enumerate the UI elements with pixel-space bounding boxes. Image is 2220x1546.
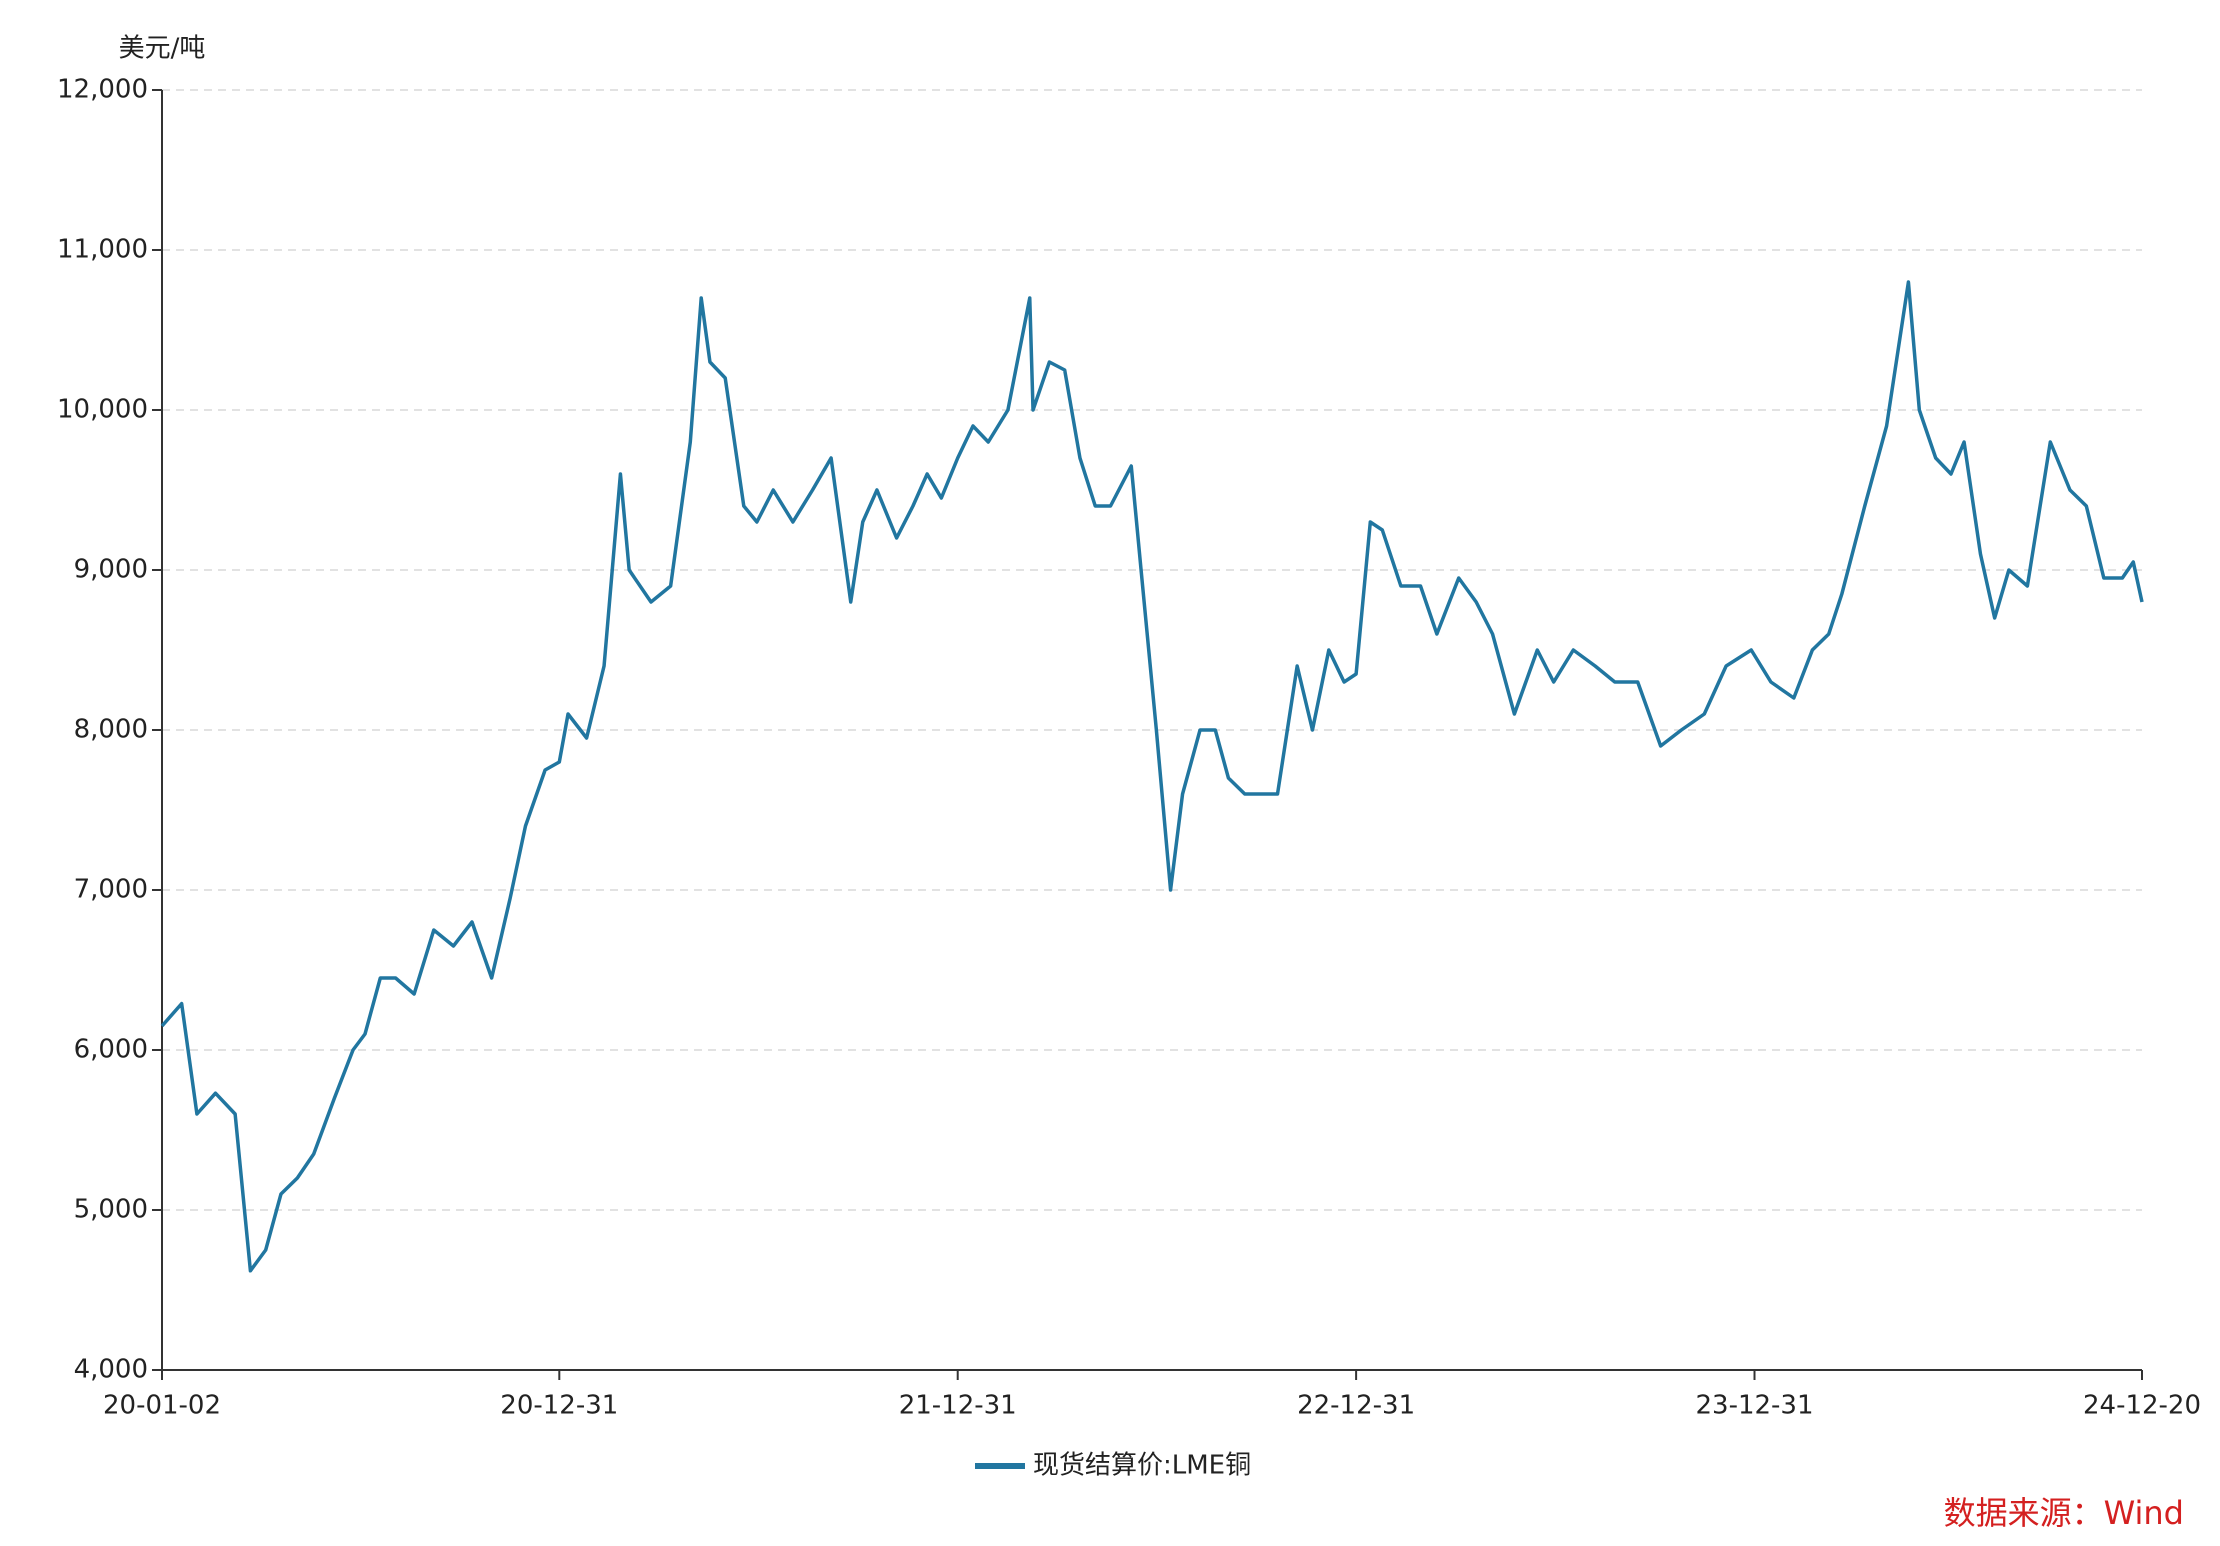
x-tick-label: 22-12-31 bbox=[1297, 1391, 1415, 1421]
y-tick-label: 11,000 bbox=[57, 235, 148, 265]
y-tick-label: 9,000 bbox=[74, 555, 148, 585]
y-tick-label: 7,000 bbox=[74, 875, 148, 905]
y-tick-label: 8,000 bbox=[74, 715, 148, 745]
y-tick-label: 12,000 bbox=[57, 75, 148, 105]
y-tick-label: 5,000 bbox=[74, 1195, 148, 1225]
x-tick-label: 21-12-31 bbox=[899, 1391, 1017, 1421]
x-tick-label: 20-12-31 bbox=[500, 1391, 618, 1421]
x-tick-label: 23-12-31 bbox=[1696, 1391, 1814, 1421]
y-tick-label: 4,000 bbox=[74, 1355, 148, 1385]
y-tick-label: 10,000 bbox=[57, 395, 148, 425]
y-tick-label: 6,000 bbox=[74, 1035, 148, 1065]
series-line bbox=[160, 280, 2144, 1273]
x-tick-label: 20-01-02 bbox=[103, 1391, 221, 1421]
legend-label: 现货结算价:LME铜 bbox=[1033, 1451, 1251, 1481]
source: 数据来源：Wind bbox=[1944, 1494, 2184, 1532]
x-tick-label: 24-12-20 bbox=[2083, 1391, 2201, 1421]
y-unit: 美元/吨 bbox=[119, 34, 206, 64]
